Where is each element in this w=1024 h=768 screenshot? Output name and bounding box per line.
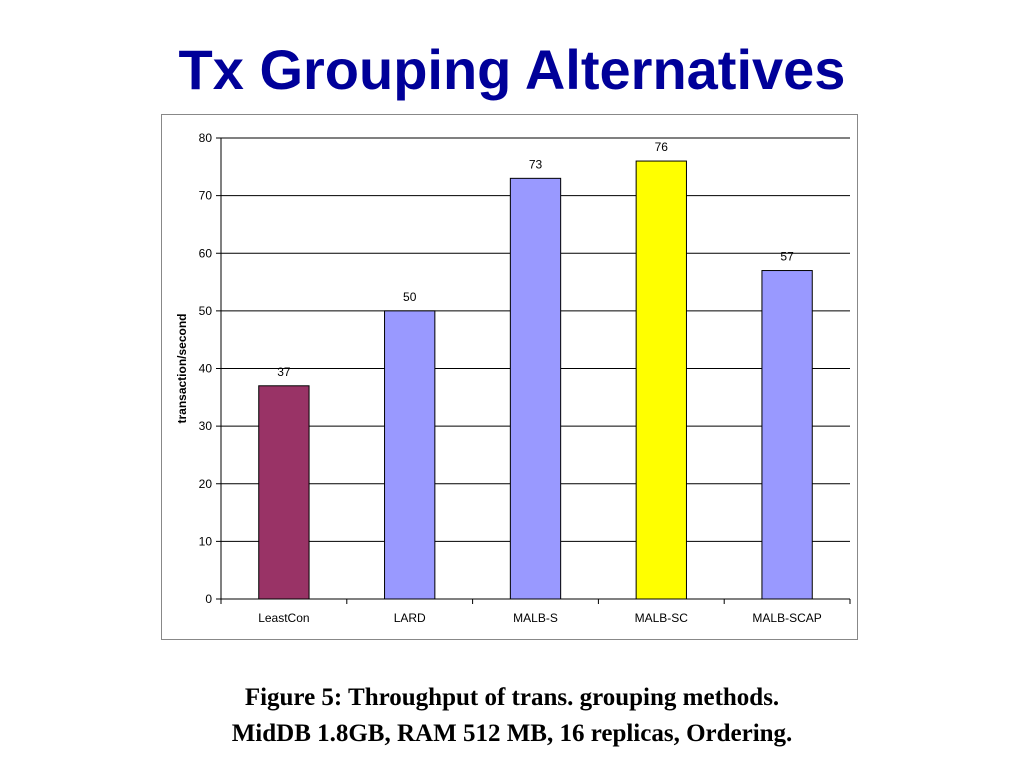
- x-tick-label: MALB-SC: [635, 611, 689, 625]
- y-tick-label: 10: [199, 534, 213, 548]
- bar-leastcon: [258, 385, 310, 600]
- y-tick-label: 70: [199, 189, 213, 203]
- bar-malb-sc: [635, 160, 687, 600]
- bar-lard: [384, 310, 436, 600]
- slide-title: Tx Grouping Alternatives: [178, 38, 846, 101]
- y-tick-label: 50: [199, 304, 213, 318]
- axes: [216, 137, 851, 604]
- data-label: 50: [403, 290, 417, 304]
- data-label: 73: [529, 157, 543, 171]
- caption-line-2: MidDB 1.8GB, RAM 512 MB, 16 replicas, Or…: [231, 720, 793, 747]
- labels: 0 10 20 30 40 50 60 70 80 37 LeastCon 50 LARD 73 MALB-…: [175, 131, 822, 625]
- bar-malb-s: [509, 177, 562, 600]
- x-tick-label: MALB-S: [513, 611, 558, 625]
- y-tick-label: 30: [199, 419, 213, 433]
- data-label: 37: [277, 365, 291, 379]
- y-tick-label: 60: [199, 246, 213, 260]
- bars: [258, 160, 813, 600]
- bar-chart: 0 10 20 30 40 50 60 70 80 37 LeastCon 50 LARD 73 MALB-…: [175, 131, 851, 625]
- data-label: 76: [655, 140, 669, 154]
- x-tick-label: LeastCon: [258, 611, 309, 625]
- y-axis-title: transaction/second: [175, 313, 189, 423]
- figure-caption: Figure 5: Throughput of trans. grouping …: [0, 680, 1024, 752]
- x-tick-label: MALB-SCAP: [752, 611, 821, 625]
- data-label: 57: [780, 250, 794, 264]
- bar-malb-scap: [761, 270, 813, 600]
- y-tick-label: 20: [199, 477, 213, 491]
- y-tick-label: 80: [199, 131, 213, 145]
- x-tick-label: LARD: [394, 611, 426, 625]
- caption-line-1: Figure 5: Throughput of trans. grouping …: [244, 684, 780, 711]
- chart-frame: 0 10 20 30 40 50 60 70 80 37 LeastCon 50 LARD 73 MALB-…: [161, 114, 858, 640]
- y-tick-label: 40: [199, 362, 213, 376]
- y-tick-label: 0: [205, 592, 212, 606]
